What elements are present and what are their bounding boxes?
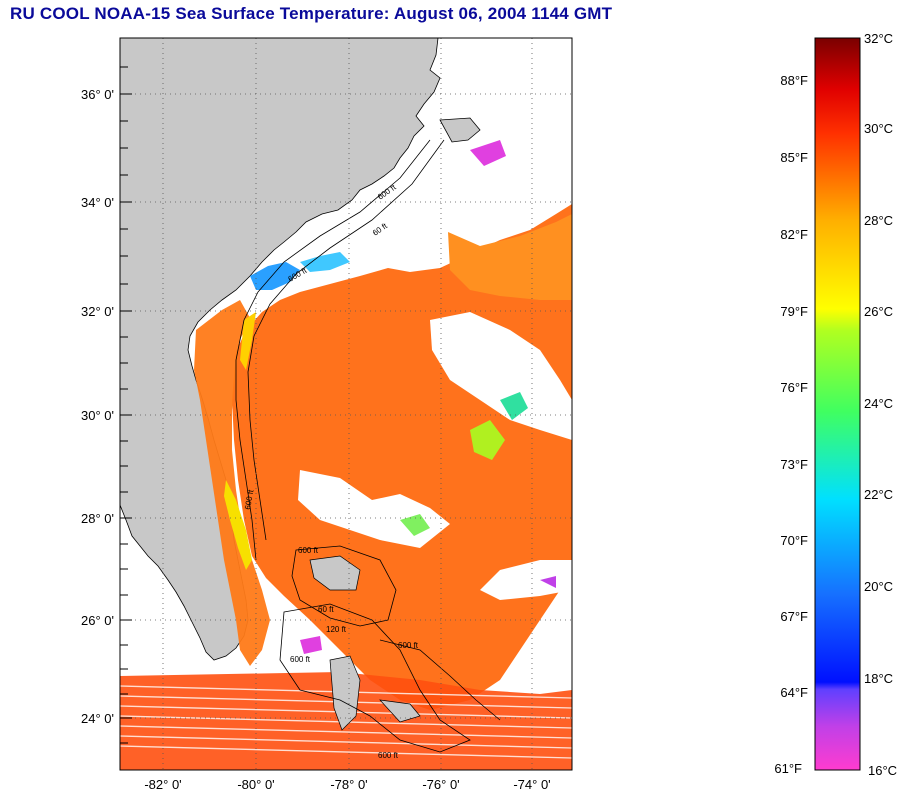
colorbar-f-label: 79°F (780, 304, 808, 319)
colorbar-f-label: 85°F (780, 150, 808, 165)
latitude-label: 30° 0' (81, 408, 114, 423)
longitude-label: -76° 0' (422, 777, 459, 792)
depth-label: 600 ft (243, 488, 255, 510)
longitude-label: -74° 0' (513, 777, 550, 792)
colorbar-c-label: 20°C (864, 579, 893, 594)
colorbar-f-label: 88°F (780, 73, 808, 88)
colorbar-f-label: 61°F (774, 761, 802, 776)
colorbar-c-label: 16°C (868, 763, 897, 778)
latitude-label: 34° 0' (81, 195, 114, 210)
depth-label: 600 ft (290, 655, 311, 664)
colorbar-c-label: 24°C (864, 396, 893, 411)
depth-label: 600 ft (378, 751, 399, 760)
lat-lon-grid (120, 38, 572, 770)
colorbar-c-label: 22°C (864, 487, 893, 502)
latitude-label: 24° 0' (81, 711, 114, 726)
colorbar-c-label: 32°C (864, 31, 893, 46)
map-frame (119, 37, 573, 771)
colorbar-c-label: 18°C (864, 671, 893, 686)
longitude-label: -78° 0' (330, 777, 367, 792)
colorbar-c-label: 30°C (864, 121, 893, 136)
colorbar-f-label: 70°F (780, 533, 808, 548)
latitude-label: 28° 0' (81, 511, 114, 526)
depth-label: 60 ft (318, 605, 334, 614)
colorbar-f-label: 64°F (780, 685, 808, 700)
depth-label: 120 ft (326, 625, 347, 634)
land-mass (120, 38, 441, 661)
colorbar-c-label: 26°C (864, 304, 893, 319)
colorbar-c-label: 28°C (864, 213, 893, 228)
colorbar-f-label: 76°F (780, 380, 808, 395)
longitude-label: -82° 0' (144, 777, 181, 792)
depth-label: 600 ft (298, 546, 319, 555)
latitude-label: 26° 0' (81, 613, 114, 628)
latitude-label: 32° 0' (81, 304, 114, 319)
colorbar-f-label: 73°F (780, 457, 808, 472)
depth-label: 600 ft (398, 641, 419, 650)
color-bar (814, 37, 861, 771)
longitude-label: -80° 0' (237, 777, 274, 792)
latitude-label: 36° 0' (81, 87, 114, 102)
map-title: RU COOL NOAA-15 Sea Surface Temperature:… (10, 4, 613, 23)
colorbar-f-label: 67°F (780, 609, 808, 624)
colorbar-f-label: 82°F (780, 227, 808, 242)
left-axis-ticks (120, 66, 132, 744)
